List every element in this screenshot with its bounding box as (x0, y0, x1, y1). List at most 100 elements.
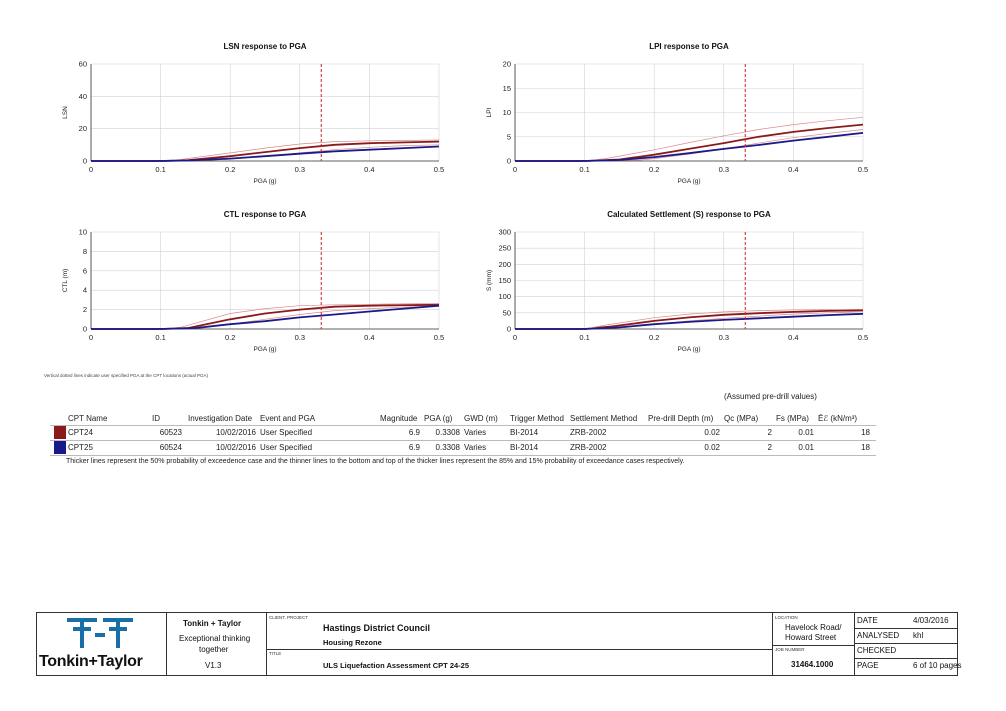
pga-note: Vertical dotted lines indicate user spec… (44, 373, 209, 378)
client-project-label: CLIENT, PROJECT (269, 615, 309, 620)
tonkin-taylor-logo-icon (67, 618, 133, 648)
ctl-x-tick-label: 0.2 (225, 333, 235, 342)
drawing-title: ULS Liquefaction Assessment CPT 24-25 (323, 661, 470, 670)
cell-cpt-name: CPT25 (68, 443, 93, 452)
company-name: Tonkin + Taylor (183, 619, 242, 628)
company-tagline-1: Exceptional thinking (179, 634, 251, 643)
lsn-y-tick-label: 20 (79, 124, 87, 133)
header-cpt-name: CPT Name (68, 414, 108, 423)
lsn-x-tick-label: 0.4 (364, 165, 374, 174)
date-label: DATE (857, 616, 878, 625)
cell-event: User Specified (260, 428, 313, 437)
settlement-series-line-1 (515, 308, 864, 330)
ctl-x-tick-label: 0 (89, 333, 93, 342)
cell-qc: 2 (767, 443, 772, 452)
assumed-predrill-note: (Assumed pre-drill values) (724, 392, 817, 401)
ctl-y-tick-label: 8 (83, 247, 87, 256)
header-gwd: GWD (m) (464, 414, 498, 423)
lsn-x-tick-label: 0 (89, 165, 93, 174)
header-trigger: Trigger Method (510, 414, 564, 423)
lsn-x-tick-label: 0.3 (295, 165, 305, 174)
cell-pga: 0.3308 (435, 428, 460, 437)
cpt25-color-swatch (54, 441, 66, 454)
client-name: Hastings District Council (323, 623, 431, 633)
title-label: TITLE (269, 651, 282, 656)
lpi-x-axis-label: PGA (g) (677, 178, 700, 185)
lpi-x-tick-label: 0 (513, 165, 517, 174)
lsn-series-line-0 (91, 140, 440, 162)
analysed-value: khl (913, 631, 924, 640)
chart-lpi: LPI response to PGA 0 0.1 0.2 0.3 0.4 0.5 0 5 10 1… (484, 40, 884, 192)
logo-cell: Tonkin+Taylor (37, 613, 167, 675)
location-line-2: Howard Street (785, 633, 837, 642)
meta-divider-2 (855, 643, 958, 644)
settlement-x-tick-label: 0 (513, 333, 517, 342)
cell-cpt-name: CPT24 (68, 428, 93, 437)
lpi-y-tick-label: 5 (507, 132, 511, 141)
cell-qc: 2 (767, 428, 772, 437)
chart-settlement: Calculated Settlement (S) response to PG… (484, 208, 884, 360)
chart-ctl-svg: CTL response to PGA 0 0.1 0.2 0.3 0.4 0.5 0 2 4 6 8… (62, 210, 444, 353)
header-ee: Ēℰ (kN/m³) (818, 414, 858, 423)
analysed-label: ANALYSED (857, 631, 900, 640)
lpi-series-line-3 (515, 132, 864, 162)
lpi-x-tick-label: 0.3 (719, 165, 729, 174)
ctl-y-tick-label: 6 (83, 266, 87, 275)
cell-investigation-date: 10/02/2016 (215, 428, 256, 437)
company-tagline-2: together (199, 645, 229, 654)
header-event: Event and PGA (260, 414, 316, 423)
chart-lpi-svg: LPI response to PGA 0 0.1 0.2 0.3 0.4 0.5 0 5 10 1… (486, 42, 868, 185)
chart-settlement-svg: Calculated Settlement (S) response to PG… (486, 210, 868, 353)
settlement-x-tick-label: 0.5 (858, 333, 868, 342)
location-label: LOCATION (775, 615, 798, 620)
lsn-y-tick-label: 40 (79, 92, 87, 101)
lpi-y-tick-label: 15 (503, 84, 511, 93)
cell-ee: 18 (861, 428, 870, 437)
header-id: ID (152, 414, 160, 423)
cell-settlement: ZRB-2002 (570, 428, 607, 437)
header-pga: PGA (g) (424, 414, 453, 423)
settlement-x-tick-label: 0.1 (579, 333, 589, 342)
lsn-y-tick-label: 0 (83, 157, 87, 166)
cell-id: 60523 (159, 428, 182, 437)
table-row: CPT24 60523 10/02/2016 User Specified 6.… (50, 426, 876, 440)
ctl-series-line-1 (91, 302, 440, 330)
header-qc: Qc (MPa) (724, 414, 759, 423)
settlement-y-tick-label: 300 (498, 228, 511, 237)
lpi-x-tick-label: 0.1 (579, 165, 589, 174)
table-rule-bottom (50, 455, 876, 456)
lpi-y-tick-label: 0 (507, 157, 511, 166)
version: V1.3 (205, 661, 222, 670)
cell-gwd: Varies (464, 443, 487, 452)
ctl-y-axis-label: CTL (m) (62, 269, 69, 293)
location-line-1: Havelock Road/ (785, 623, 842, 632)
lpi-chart-title: LPI response to PGA (649, 42, 729, 51)
page-value: 6 of 10 pages (913, 661, 962, 670)
ctl-y-tick-label: 0 (83, 325, 87, 334)
settlement-x-tick-label: 0.3 (719, 333, 729, 342)
meta-cell: DATE 4/03/2016 ANALYSED khl CHECKED PAGE… (855, 613, 962, 675)
settlement-y-tick-label: 250 (498, 244, 511, 253)
project-divider (267, 649, 772, 650)
lsn-x-axis-label: PGA (g) (253, 178, 276, 185)
settlement-x-tick-label: 0.4 (788, 333, 798, 342)
ctl-chart-title: CTL response to PGA (224, 210, 307, 219)
lpi-x-tick-label: 0.5 (858, 165, 868, 174)
lpi-y-tick-label: 10 (503, 108, 511, 117)
title-block: Tonkin+Taylor Tonkin + Taylor Exceptiona… (36, 612, 962, 676)
header-fs: Fs (MPa) (776, 414, 809, 423)
settlement-y-tick-label: 0 (507, 325, 511, 334)
ctl-x-tick-label: 0.5 (434, 333, 444, 342)
cell-id: 60524 (159, 443, 182, 452)
ctl-x-axis-label: PGA (g) (253, 346, 276, 353)
meta-divider-3 (855, 658, 958, 659)
page-label: PAGE (857, 661, 879, 670)
cell-ee: 18 (861, 443, 870, 452)
cell-trigger: BI-2014 (510, 428, 539, 437)
ctl-x-tick-label: 0.1 (155, 333, 165, 342)
settlement-series-line-3 (515, 312, 864, 330)
settlement-y-tick-label: 200 (498, 260, 511, 269)
lpi-x-tick-label: 0.2 (649, 165, 659, 174)
cell-fs: 0.01 (798, 443, 814, 452)
ctl-y-tick-label: 4 (83, 286, 87, 295)
